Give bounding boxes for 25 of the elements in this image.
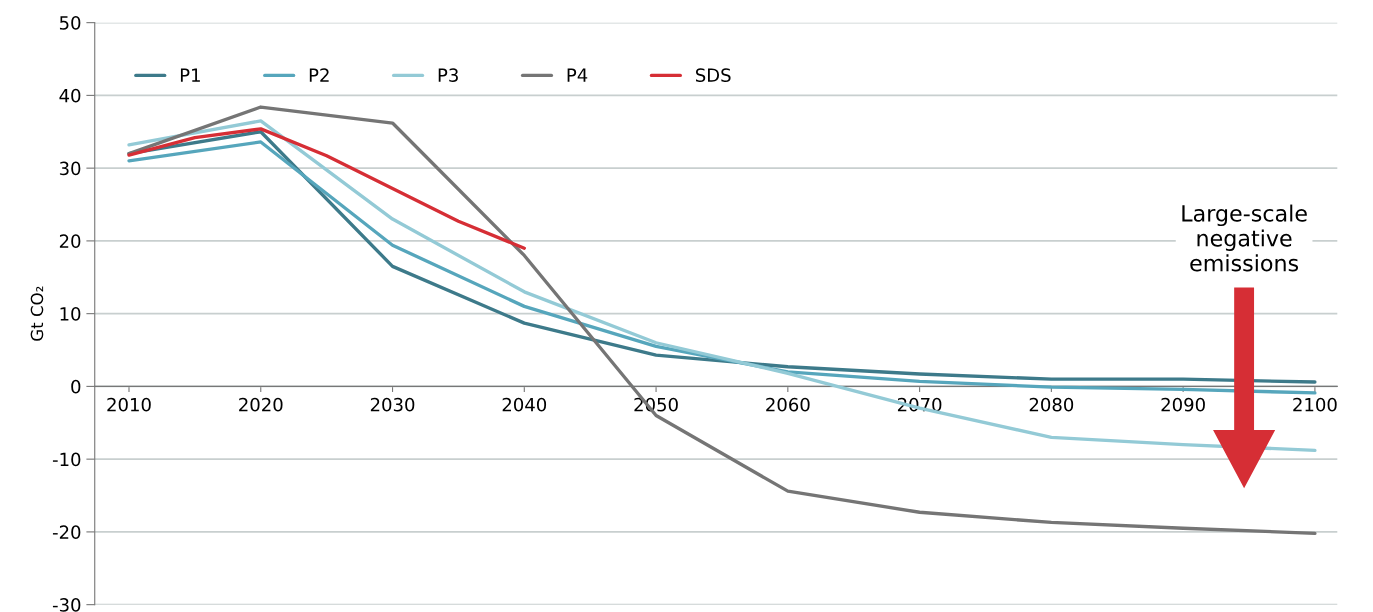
- y-tick-label: 30: [59, 161, 81, 176]
- legend-label: P3: [438, 68, 458, 82]
- y-tick-label: 40: [59, 88, 81, 103]
- y-tick-label: 10: [60, 307, 81, 321]
- legend-label: P1: [180, 68, 200, 82]
- x-tick-label: 2090: [1161, 397, 1205, 412]
- y-tick-label: -30: [52, 598, 81, 612]
- x-tick-label: 2080: [1029, 397, 1074, 412]
- y-tick-label: 50: [59, 16, 81, 30]
- y-axis-title: Gt CO₂: [30, 286, 44, 341]
- line-series: [127, 127, 526, 250]
- y-tick-label: -20: [52, 525, 81, 540]
- x-tick-label: 2040: [502, 397, 547, 412]
- legend-label: SDS: [695, 68, 731, 82]
- y-tick-label: 20: [59, 234, 81, 249]
- y-tick-label: 0: [71, 379, 81, 394]
- annotation: Large-scale negative emissions: [1182, 204, 1307, 272]
- x-tick-label: 2030: [370, 397, 415, 412]
- x-tick-label: 2060: [766, 397, 810, 412]
- x-tick-label: 2020: [239, 397, 283, 412]
- legend-label: P2: [309, 68, 329, 82]
- legend-label: P4: [567, 68, 588, 82]
- x-tick-label: 2010: [107, 397, 151, 412]
- y-tick-label: -10: [52, 452, 81, 467]
- x-tick-label: 2100: [1293, 397, 1337, 412]
